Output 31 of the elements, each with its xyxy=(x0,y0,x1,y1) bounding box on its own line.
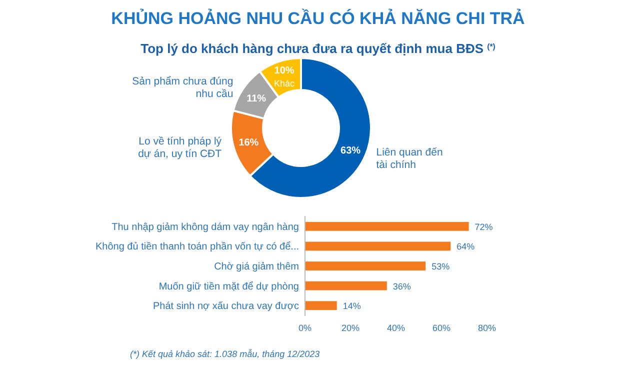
x-tick-label: 0% xyxy=(298,323,312,333)
y-tick-label: Phát sinh nợ xấu chưa vay được xyxy=(152,301,299,312)
bar xyxy=(305,281,387,290)
y-tick-label: Thu nhập giảm không dám vay ngân hàng xyxy=(112,222,299,233)
data-label: 11% xyxy=(246,94,266,105)
bar xyxy=(305,242,451,251)
data-label: 72% xyxy=(474,222,493,232)
chart-subtitle: Top lý do khách hàng chưa đưa ra quyết định mua BĐS $^{(*)}$ xyxy=(140,41,496,56)
x-tick-label: 40% xyxy=(386,323,406,333)
bar xyxy=(305,301,337,310)
text: (*) Kết quả khảo sát: 1.038 mẫu, tháng 12/2023 xyxy=(130,349,320,359)
x-tick-label: 80% xyxy=(478,323,496,333)
y-tick-label: Không đủ tiền thanh toán phần vốn tự có để... xyxy=(95,240,299,253)
x-tick-label: 60% xyxy=(432,323,451,333)
slice-label: Lo về tính pháp lý dự án, uy tín CĐT xyxy=(138,135,222,160)
data-label: 10% xyxy=(274,66,294,77)
y-tick-label: Chờ giá giảm thêm xyxy=(214,262,299,272)
data-label: 14% xyxy=(342,301,361,312)
chart-title: KHỦNG HOẢNG NHU CẦU CÓ KHẢ NĂNG CHI TRẢ xyxy=(111,8,525,28)
slice-label: Liên quan đến tài chính xyxy=(376,146,443,171)
data-label: 36% xyxy=(392,281,411,292)
data-label: 16% xyxy=(238,137,259,148)
slice-label: Khác xyxy=(274,78,296,89)
data-label: 53% xyxy=(432,262,450,272)
y-tick-label: Muốn giữ tiền mặt để dự phòng xyxy=(158,280,299,292)
slice-label: Sản phẩm chưa đúng nhu cầu xyxy=(132,75,234,100)
bar xyxy=(305,222,469,231)
x-tick-label: 20% xyxy=(341,323,360,333)
data-label: 64% xyxy=(456,242,475,252)
bar xyxy=(305,262,426,270)
data-label: 63% xyxy=(340,145,361,156)
